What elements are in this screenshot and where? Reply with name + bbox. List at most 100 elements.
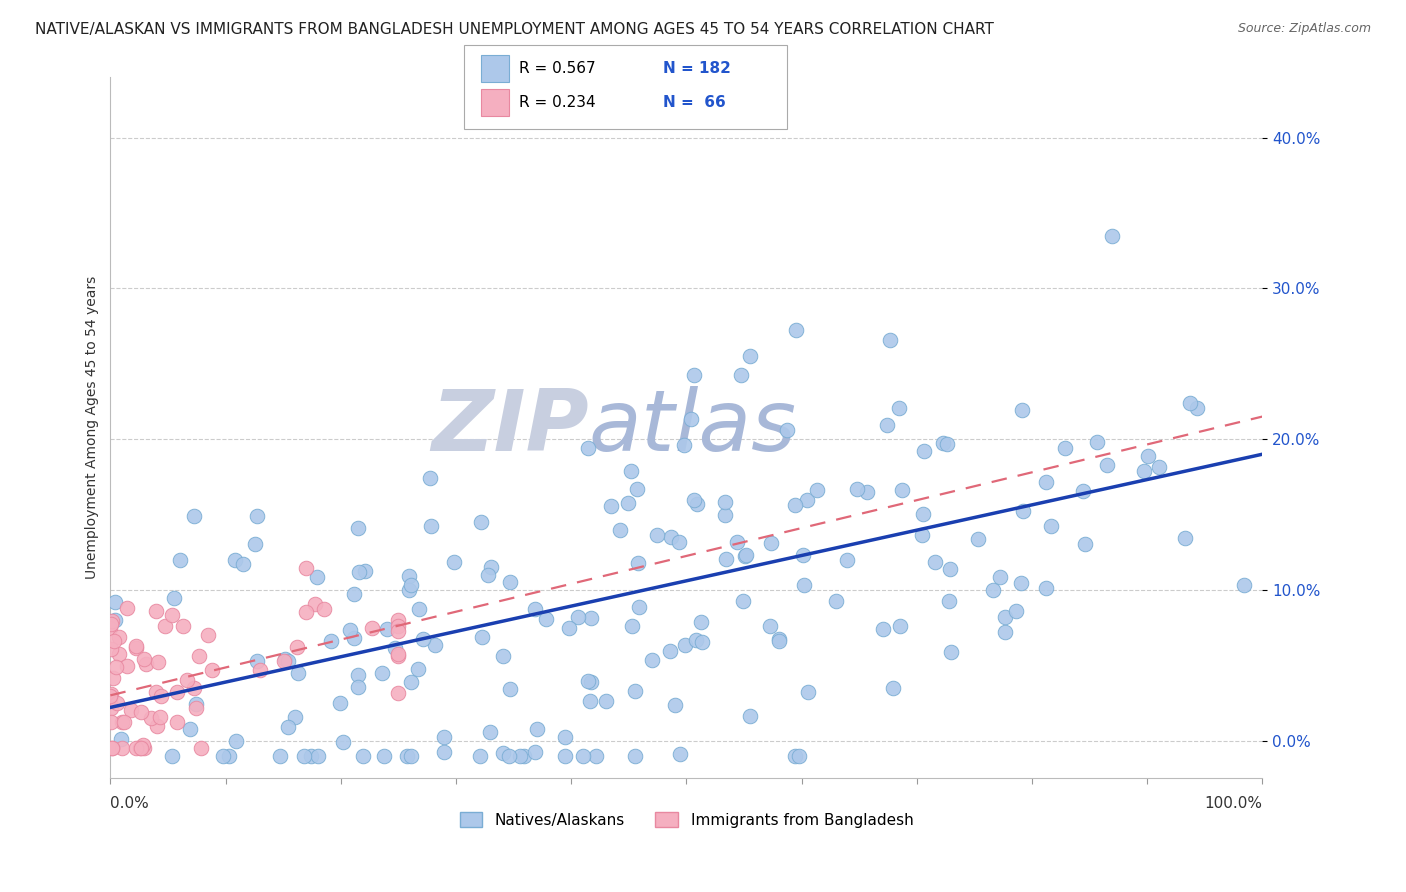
- Point: [785, 323, 807, 337]
- Point: [797, 685, 820, 699]
- Point: [1174, 531, 1197, 545]
- Point: [768, 632, 790, 646]
- Point: [104, 595, 127, 609]
- Point: [714, 552, 737, 566]
- Point: [683, 493, 706, 508]
- Point: [1035, 581, 1057, 595]
- Point: [160, 607, 183, 622]
- Point: [398, 568, 420, 582]
- Point: [299, 748, 322, 763]
- Point: [100, 621, 122, 635]
- Point: [846, 482, 869, 496]
- Point: [353, 748, 375, 763]
- Point: [347, 521, 370, 535]
- Point: [994, 610, 1017, 624]
- Point: [401, 748, 423, 763]
- Point: [135, 657, 157, 671]
- Point: [146, 718, 169, 732]
- Point: [835, 553, 858, 567]
- Point: [387, 613, 409, 627]
- Point: [1147, 460, 1170, 475]
- Point: [343, 632, 366, 646]
- Point: [499, 681, 522, 696]
- Point: [690, 635, 713, 649]
- Point: [125, 639, 148, 653]
- Point: [585, 748, 607, 763]
- Point: [672, 438, 695, 452]
- Point: [1054, 441, 1077, 455]
- Point: [1073, 483, 1095, 498]
- Text: ZIP: ZIP: [430, 386, 589, 469]
- Point: [567, 610, 589, 624]
- Point: [160, 748, 183, 763]
- Point: [887, 401, 910, 416]
- Point: [187, 649, 209, 664]
- Point: [295, 605, 318, 619]
- Point: [1085, 434, 1108, 449]
- Point: [640, 653, 662, 667]
- Point: [492, 648, 515, 663]
- Point: [725, 535, 748, 549]
- Point: [1010, 575, 1032, 590]
- Point: [169, 553, 191, 567]
- Point: [738, 349, 761, 363]
- Point: [783, 748, 806, 763]
- Point: [184, 701, 207, 715]
- Point: [108, 631, 131, 645]
- Point: [939, 562, 962, 576]
- Point: [492, 746, 515, 760]
- Point: [579, 611, 602, 625]
- Point: [329, 696, 352, 710]
- Point: [939, 645, 962, 659]
- Point: [872, 623, 894, 637]
- Point: [399, 675, 422, 690]
- Point: [1137, 449, 1160, 463]
- Point: [384, 640, 406, 655]
- Point: [1095, 458, 1118, 473]
- Point: [730, 368, 752, 383]
- Point: [879, 333, 901, 347]
- Point: [578, 442, 600, 456]
- Point: [269, 748, 291, 763]
- Point: [793, 578, 815, 592]
- Point: [734, 549, 756, 564]
- Point: [150, 689, 173, 703]
- Point: [100, 641, 122, 656]
- Point: [284, 710, 307, 724]
- Point: [347, 668, 370, 682]
- Point: [479, 725, 502, 739]
- Point: [172, 619, 194, 633]
- Point: [936, 436, 959, 450]
- Point: [101, 741, 124, 756]
- Text: N = 182: N = 182: [662, 62, 731, 76]
- Point: [443, 555, 465, 569]
- Point: [179, 723, 201, 737]
- Point: [876, 417, 898, 432]
- Point: [581, 674, 603, 689]
- Point: [685, 632, 707, 647]
- Point: [620, 618, 643, 632]
- Point: [347, 681, 370, 695]
- Point: [246, 509, 269, 524]
- Point: [785, 498, 807, 512]
- Point: [686, 497, 709, 511]
- Point: [481, 559, 503, 574]
- Point: [387, 686, 409, 700]
- Point: [287, 665, 309, 680]
- Text: 100.0%: 100.0%: [1205, 796, 1263, 811]
- Text: N =  66: N = 66: [662, 95, 725, 110]
- Point: [277, 720, 299, 734]
- Point: [513, 748, 536, 763]
- Point: [420, 519, 443, 533]
- Point: [398, 583, 420, 598]
- Point: [354, 565, 377, 579]
- Point: [375, 622, 398, 636]
- Point: [825, 594, 848, 608]
- Point: [628, 600, 651, 615]
- Y-axis label: Unemployment Among Ages 45 to 54 years: Unemployment Among Ages 45 to 54 years: [86, 277, 100, 580]
- Point: [134, 651, 156, 665]
- Point: [673, 639, 696, 653]
- Point: [890, 483, 912, 497]
- Point: [498, 748, 520, 763]
- Point: [408, 602, 430, 616]
